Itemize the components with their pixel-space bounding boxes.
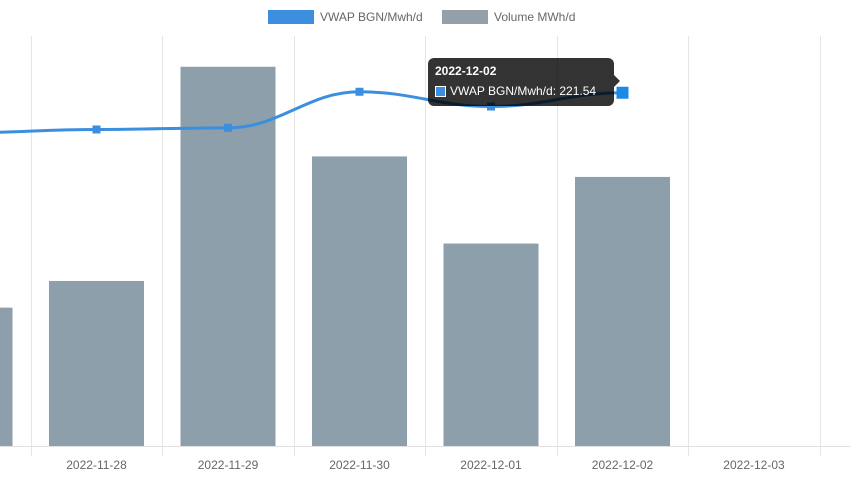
tooltip-swatch xyxy=(435,85,446,97)
vwap-point[interactable] xyxy=(487,102,495,111)
vwap-point[interactable] xyxy=(616,86,629,99)
x-tick-label: 2022-12-03 xyxy=(723,458,785,472)
tooltip-body: VWAP BGN/Mwh/d: 221.54 xyxy=(435,84,596,98)
tooltip-text: VWAP BGN/Mwh/d: 221.54 xyxy=(450,84,597,98)
legend-swatch-vwap xyxy=(268,10,314,24)
tooltip-caret xyxy=(614,75,620,87)
volume-bar[interactable] xyxy=(443,243,539,446)
gridlines xyxy=(0,36,850,456)
data-tooltip: 2022-12-02 VWAP BGN/Mwh/d: 221.54 xyxy=(428,58,620,106)
volume-bar[interactable] xyxy=(575,176,670,446)
legend-label-vwap: VWAP BGN/Mwh/d xyxy=(320,10,423,24)
x-tick-label: 2022-11-28 xyxy=(66,458,127,472)
vwap-point[interactable] xyxy=(224,123,232,132)
vwap-line-series xyxy=(0,86,629,134)
volume-bar[interactable] xyxy=(49,280,144,446)
legend: VWAP BGN/Mwh/d Volume MWh/d xyxy=(0,8,850,28)
vwap-point[interactable] xyxy=(92,125,101,134)
tooltip-title: 2022-12-02 xyxy=(435,64,497,78)
volume-bars xyxy=(0,66,670,446)
legend-item-vwap[interactable]: VWAP BGN/Mwh/d xyxy=(268,8,423,26)
legend-item-volume[interactable]: Volume MWh/d xyxy=(442,8,575,26)
volume-bar[interactable] xyxy=(0,307,13,446)
x-tick-label: 2022-11-30 xyxy=(329,458,390,472)
x-tick-label: 2022-11-29 xyxy=(198,458,259,472)
x-tick-label: 2022-12-01 xyxy=(460,458,522,472)
legend-label-volume: Volume MWh/d xyxy=(494,10,576,24)
x-tick-label: 2022-12-02 xyxy=(592,458,654,472)
x-axis-ticks: 2022-11-28 2022-11-29 2022-11-30 2022-12-01… xyxy=(66,458,785,472)
legend-swatch-volume xyxy=(442,10,488,24)
vwap-line xyxy=(0,90,623,134)
vwap-point[interactable] xyxy=(355,87,364,96)
volume-bar[interactable] xyxy=(312,156,407,446)
